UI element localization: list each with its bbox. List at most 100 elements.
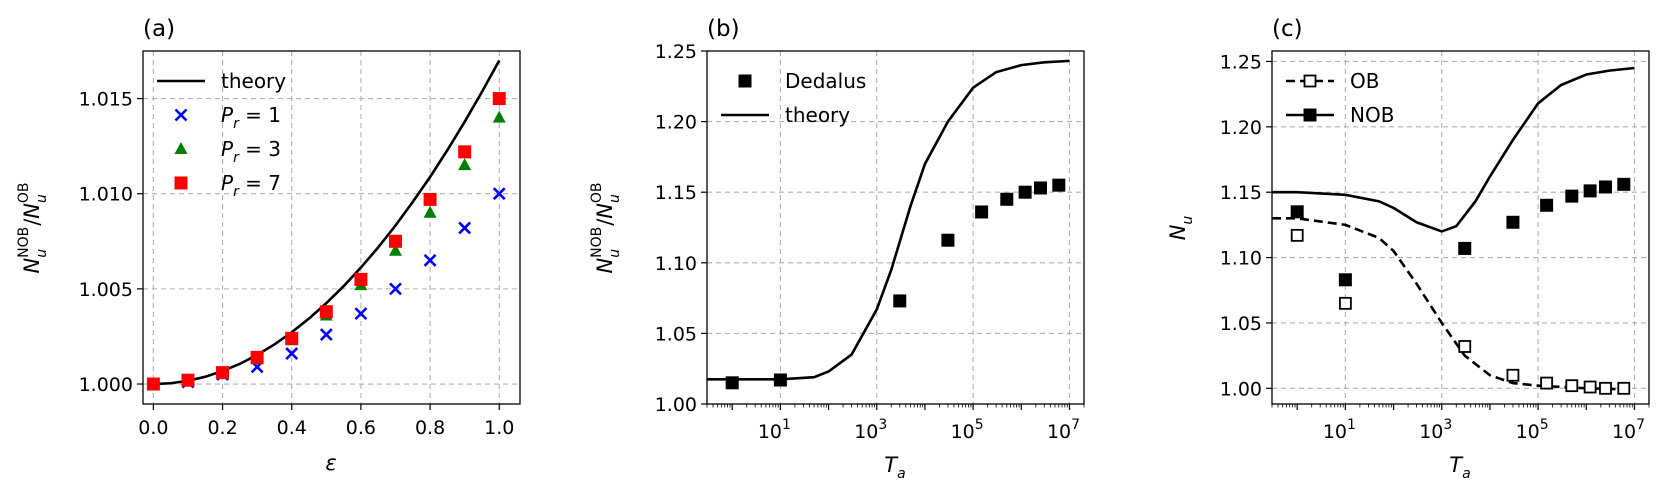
panel-b-legend: Dedalus theory [721, 69, 866, 127]
panel-c-series-1-point [1565, 189, 1579, 203]
panel-b-xlabel-main: T [884, 453, 899, 477]
panel-a-legend-item-1-label: Pr = 1 [221, 103, 281, 132]
panel-a-series-2-point [458, 158, 472, 171]
panel-a-xtick-label: 1.0 [484, 417, 514, 439]
panel-b-ylabel-main: N [593, 258, 617, 274]
panel-c-ylabel-main: N [1166, 224, 1190, 240]
panel-c-legend: OB NOB [1286, 69, 1394, 127]
panel-b: (b) 101 103 105 107 1.00 1.05 1.10 1.15 1.20 1.25… [589, 16, 1085, 482]
panel-c-series-1-point [1540, 198, 1554, 212]
panel-b-xtick-label: 105 [951, 417, 984, 443]
panel-b-ytick-label: 1.25 [655, 41, 697, 63]
panel-a-series-3-point [285, 331, 299, 345]
panel-c-series-0-point [1506, 368, 1520, 382]
panel-b-ylabel: NuNOB/NuOB [589, 183, 623, 274]
panel-b-plot [707, 59, 1070, 390]
panel-b-ytick-label: 1.05 [655, 323, 697, 345]
panel-a-grid [143, 51, 520, 404]
panel-a-series-3-point [458, 145, 472, 159]
panel-b-legend-item-1: theory [721, 103, 850, 127]
panel-a-legend-item-3-swatch [174, 176, 188, 190]
panel-a-ytick-label: 1.000 [79, 374, 133, 396]
panel-b-ylabel-sup-den: OB [589, 183, 605, 204]
panel-c-series-1-point [1506, 215, 1520, 229]
panel-b-grid [707, 50, 1084, 405]
panel-c-xlabel-main: T [1449, 453, 1464, 477]
panel-c-ytick-label: 1.15 [1220, 182, 1262, 204]
panel-a-label: (a) [143, 16, 175, 42]
panel-b-series-0-point [941, 233, 955, 247]
panel-a-legend-item-1-swatch [174, 108, 188, 122]
panel-b-legend-item-0: Dedalus [738, 69, 866, 93]
panel-b-frame [706, 50, 1085, 405]
panel-c-series-0-point [1565, 379, 1579, 393]
panel-a-series-3-point [216, 366, 230, 380]
panel-b-ytick-label: 1.00 [655, 394, 697, 416]
panel-a-legend-item-2: Pr = 3 [174, 137, 281, 166]
panel-c: (c) 101 103 105 107 1.00 1.05 1.10 1.15 1.20 1.25… [1166, 16, 1650, 482]
panel-a: (a) 0.0 0.2 0.4 0.6 0.8 1.0 1.000 1.005 1.010 1.0… [16, 16, 521, 475]
panel-a-series-3-point [250, 350, 264, 364]
panel-a-ylabel-sup-den: OB [16, 183, 32, 204]
panel-c-series-1-line [1272, 66, 1635, 233]
panel-b-series-1-line [707, 59, 1070, 381]
panel-c-series-0-point [1290, 228, 1304, 242]
panel-b-xtick-label: 107 [1047, 417, 1080, 443]
panel-b-ylabel-sup-num: NOB [589, 227, 605, 258]
panel-a-legend-item-0: theory [157, 69, 286, 93]
panel-a-ytick-label: 1.015 [79, 89, 133, 111]
panel-c-series-0-line [1272, 217, 1635, 391]
panel-b-ytick-label: 1.20 [655, 112, 697, 134]
panel-a-xtick-label: 0.0 [138, 417, 168, 439]
panel-c-series-0-point [1458, 340, 1472, 353]
panel-c-legend-item-1-label: NOB [1350, 103, 1394, 127]
panel-c-series-0-point [1617, 381, 1631, 395]
panel-c-series-0-point [1583, 380, 1597, 394]
panel-b-series-0-point [893, 294, 907, 308]
panel-a-series-3-point [423, 192, 437, 206]
panel-a-xtick-label: 0.8 [415, 417, 445, 439]
panel-b-xtick-label: 103 [854, 417, 887, 443]
panel-a-series-1-point [319, 328, 333, 341]
panel-a-series-1-point [492, 187, 506, 201]
panel-a-legend-item-0-label: theory [221, 69, 286, 93]
svg-text:Nu: Nu [1166, 216, 1196, 241]
panel-b-xlabel: Ta [884, 453, 905, 482]
panel-b-series-0-point [1033, 181, 1047, 195]
panel-a-ytick-label: 1.005 [79, 279, 133, 301]
panel-a-ytick-label: 1.010 [79, 184, 133, 206]
panel-c-ytick-label: 1.00 [1220, 378, 1262, 400]
panel-c-xlabel-sub: a [1462, 466, 1471, 482]
panel-a-series-3-point [388, 234, 402, 248]
panel-a-xtick-label: 0.2 [207, 417, 237, 439]
svg-text:NuNOB/NuOB: NuNOB/NuOB [589, 183, 623, 274]
panel-a-plot [146, 59, 506, 391]
svg-text:Ta: Ta [1449, 453, 1470, 482]
panel-a-series-1-point [423, 253, 437, 267]
panel-c-series-0-point [1338, 296, 1352, 310]
panel-a-legend-item-3-label: Pr = 7 [221, 171, 281, 200]
panel-c-series-1-point [1598, 180, 1612, 194]
panel-a-ticks: 0.0 0.2 0.4 0.6 0.8 1.0 1.000 1.005 1.010 1.015 [79, 89, 515, 439]
panel-c-series-0-point [1540, 376, 1554, 390]
panel-c-legend-item-0: OB [1286, 69, 1379, 93]
panel-b-series-0-point [1052, 178, 1066, 192]
panel-a-frame [142, 50, 521, 405]
panel-c-xlabel: Ta [1449, 453, 1470, 482]
panel-b-series-0-point [1000, 192, 1014, 206]
panel-b-legend-item-0-label: Dedalus [785, 69, 866, 93]
panel-a-series-0-line [153, 59, 501, 386]
panel-c-series-0-point [1599, 381, 1612, 395]
panel-a-series-1-point [285, 347, 299, 360]
panel-c-ticks: 101 103 105 107 1.00 1.05 1.10 1.15 1.20 1.25 [1220, 51, 1650, 443]
panel-a-series-2-point [423, 205, 437, 218]
panel-b-ytick-label: 1.10 [655, 253, 697, 275]
panel-a-xtick-label: 0.4 [277, 417, 307, 439]
panel-a-xtick-label: 0.6 [346, 417, 376, 439]
panel-a-legend-item-2-label: Pr = 3 [221, 137, 281, 166]
panel-a-series-1-point [354, 307, 368, 321]
panel-c-xtick-label: 101 [1323, 417, 1356, 443]
panel-c-series-1-point [1617, 177, 1631, 191]
panel-b-ylabel-main2: N [593, 203, 617, 219]
